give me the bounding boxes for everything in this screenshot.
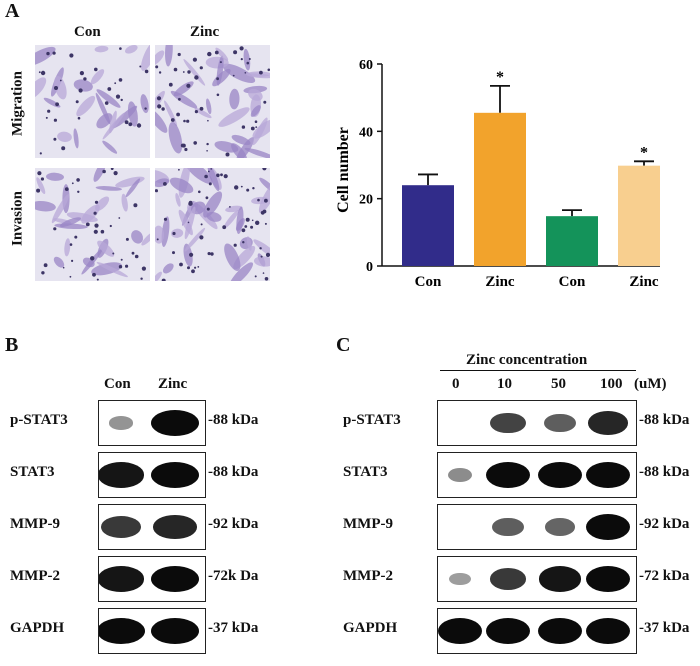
blot-band xyxy=(586,618,630,644)
blot-strip xyxy=(98,608,206,654)
blot-band xyxy=(108,416,134,430)
blot-band xyxy=(586,566,630,592)
protein-label: MMP-2 xyxy=(343,568,393,584)
blot-band xyxy=(586,514,630,540)
protein-label: MMP-9 xyxy=(343,516,393,532)
micrograph-migration-zinc xyxy=(155,45,270,158)
bar xyxy=(402,185,454,266)
blot-strip xyxy=(98,452,206,498)
category-label: Zinc xyxy=(485,274,515,290)
row-label-invasion: Invasion xyxy=(9,190,26,247)
molecular-weight-label: -88 kDa xyxy=(208,464,259,480)
blot-band xyxy=(438,618,482,644)
category-label: Con xyxy=(559,274,586,290)
blot-strip xyxy=(437,400,637,446)
y-tick-label: 40 xyxy=(359,125,373,140)
blot-band xyxy=(538,462,582,488)
protein-label: GAPDH xyxy=(343,620,398,636)
blot-band xyxy=(151,410,199,436)
molecular-weight-label: -88 kDa xyxy=(208,412,259,428)
panel-b-col-label-con: Con xyxy=(104,376,131,392)
blot-band xyxy=(99,618,145,644)
blot-strip xyxy=(98,400,206,446)
micrograph-invasion-con xyxy=(35,168,150,281)
protein-label: MMP-2 xyxy=(10,568,60,584)
blot-strip xyxy=(437,452,637,498)
blot-band xyxy=(151,462,199,488)
panel-b-col-label-zinc: Zinc xyxy=(158,376,188,392)
blot-band xyxy=(489,568,527,590)
category-label: Zinc xyxy=(629,274,659,290)
bar xyxy=(618,165,660,266)
conc-label-50: 50 xyxy=(551,376,566,392)
row-label-migration: Migration xyxy=(9,71,26,136)
molecular-weight-label: -37 kDa xyxy=(208,620,259,636)
y-axis-label: Cell number xyxy=(335,127,352,213)
blot-band xyxy=(151,566,199,592)
significance-marker: * xyxy=(496,69,504,86)
conc-unit-label: (uM) xyxy=(634,376,667,392)
molecular-weight-label: -72k Da xyxy=(208,568,259,584)
conc-label-10: 10 xyxy=(497,376,512,392)
blot-band xyxy=(448,467,472,483)
zinc-concentration-header: Zinc concentration xyxy=(466,352,588,368)
blot-band xyxy=(100,516,142,538)
molecular-weight-label: -72 kDa xyxy=(639,568,690,584)
protein-label: GAPDH xyxy=(10,620,65,636)
blot-band xyxy=(151,618,199,644)
blot-band xyxy=(545,518,575,536)
blot-band xyxy=(486,462,530,488)
blot-strip xyxy=(437,504,637,550)
panel-b-letter: B xyxy=(5,334,19,356)
protein-label: p-STAT3 xyxy=(10,412,68,428)
bar xyxy=(546,216,598,266)
y-tick-label: 60 xyxy=(359,58,373,73)
blot-band xyxy=(99,462,145,488)
molecular-weight-label: -88 kDa xyxy=(639,412,690,428)
y-tick-label: 0 xyxy=(366,260,373,275)
significance-marker: * xyxy=(640,144,648,161)
protein-label: STAT3 xyxy=(10,464,55,480)
protein-label: MMP-9 xyxy=(10,516,60,532)
blot-band xyxy=(486,618,530,644)
panel-a-col-label-con: Con xyxy=(74,24,101,40)
category-label: Con xyxy=(415,274,442,290)
cell-number-bar-chart: Cell number 0 20 40 60 Con * Zinc Con * Zinc xyxy=(335,58,660,290)
blot-band xyxy=(490,412,526,434)
blot-band xyxy=(586,462,630,488)
blot-band xyxy=(99,566,145,592)
blot-strip xyxy=(98,556,206,602)
molecular-weight-label: -88 kDa xyxy=(639,464,690,480)
bar xyxy=(474,112,526,266)
blot-band xyxy=(538,618,582,644)
panel-c-letter: C xyxy=(336,334,351,356)
molecular-weight-label: -37 kDa xyxy=(639,620,690,636)
conc-label-100: 100 xyxy=(600,376,623,392)
blot-band xyxy=(588,411,628,435)
y-tick-label: 20 xyxy=(359,193,373,208)
blot-band xyxy=(544,413,576,433)
molecular-weight-label: -92 kDa xyxy=(639,516,690,532)
molecular-weight-label: -92 kDa xyxy=(208,516,259,532)
micrograph-invasion-zinc xyxy=(155,168,270,281)
conc-label-0: 0 xyxy=(452,376,460,392)
panel-a-letter: A xyxy=(5,0,20,22)
blot-strip xyxy=(437,608,637,654)
zinc-concentration-line xyxy=(440,370,636,371)
blot-strip xyxy=(437,556,637,602)
blot-band xyxy=(153,515,197,539)
blot-strip xyxy=(98,504,206,550)
micrograph-migration-con xyxy=(35,45,150,158)
blot-band xyxy=(492,517,524,537)
blot-band xyxy=(449,572,471,586)
protein-label: p-STAT3 xyxy=(343,412,401,428)
protein-label: STAT3 xyxy=(343,464,388,480)
blot-band xyxy=(538,566,582,592)
panel-a-col-label-zinc: Zinc xyxy=(190,24,220,40)
